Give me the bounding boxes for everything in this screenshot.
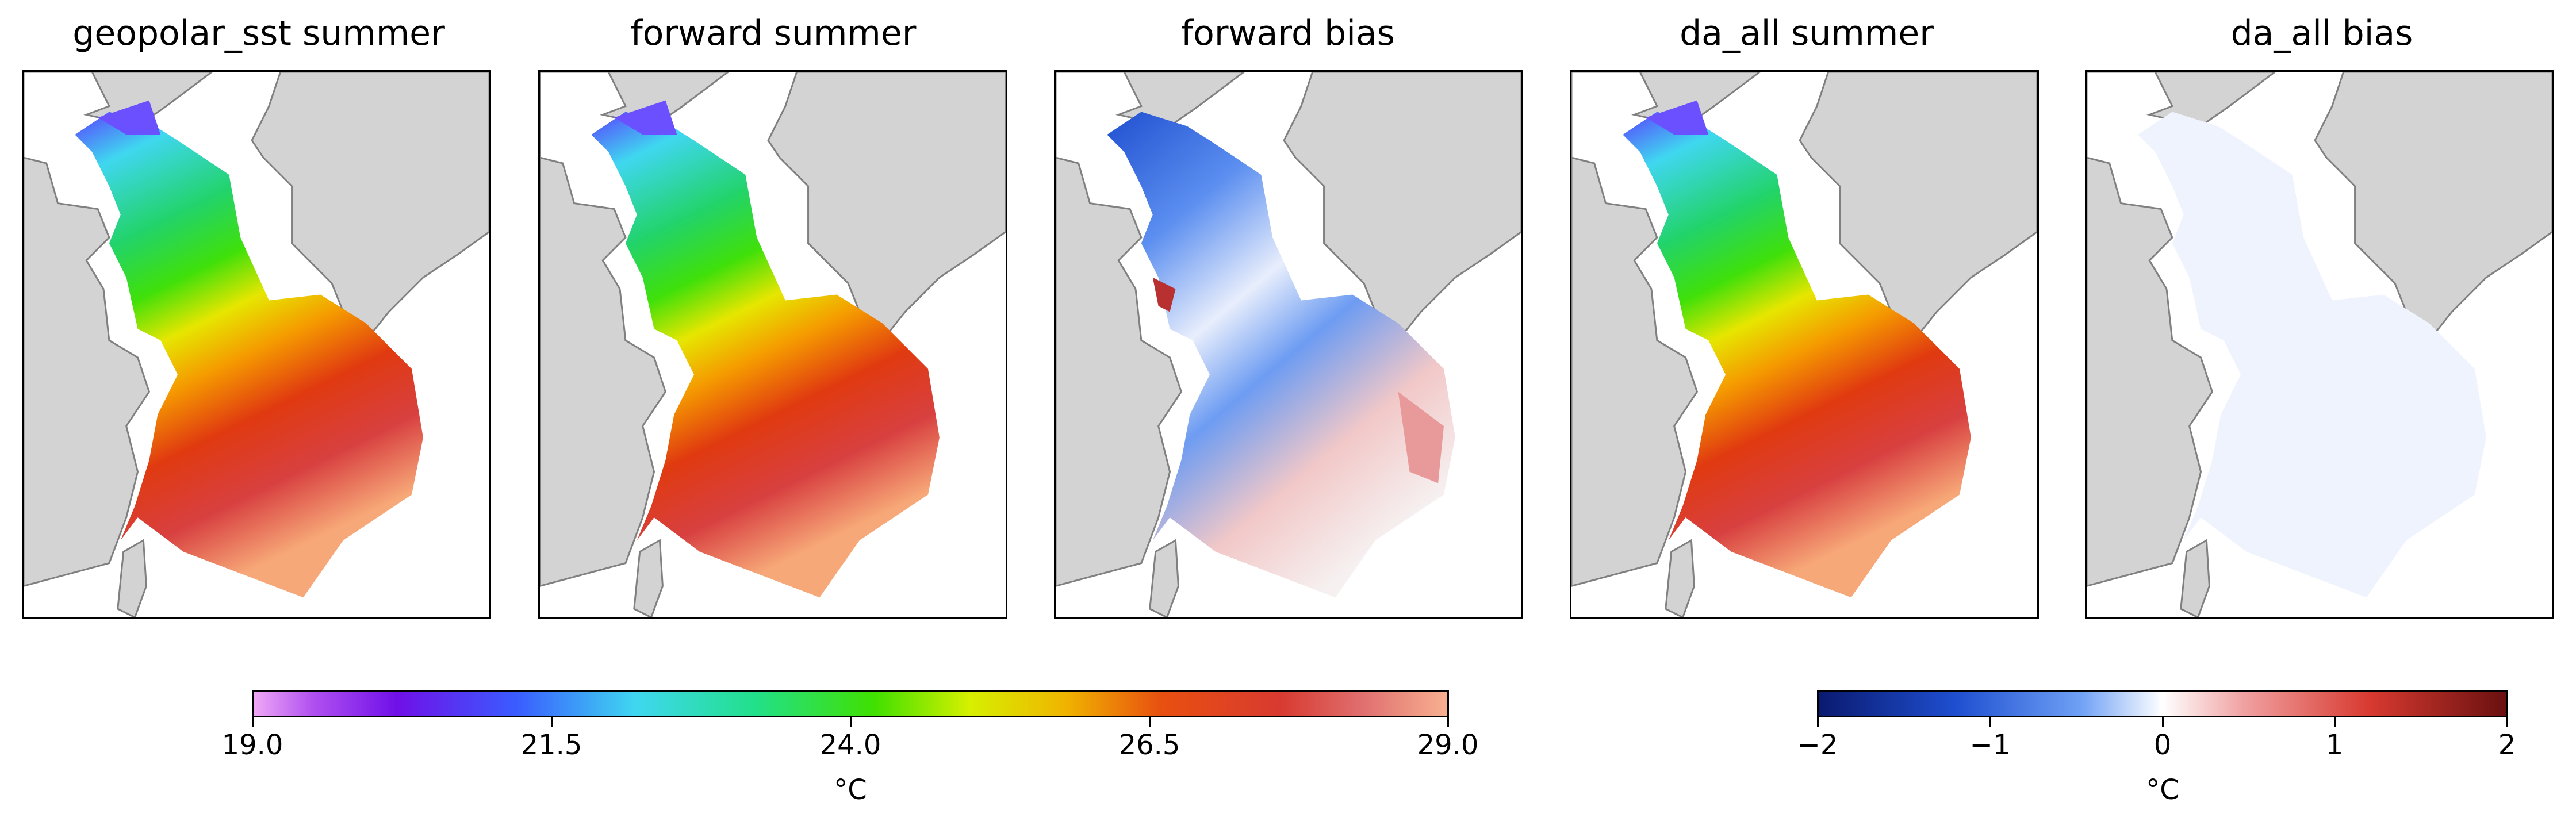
sst-tick-label: 29.0 [1417, 729, 1479, 761]
panel-title-4: da_all summer [1680, 13, 1934, 53]
panel-title-1: geopolar_sst summer [72, 13, 445, 53]
sst-colorbar-unit: °C [834, 774, 867, 806]
panel-title-2: forward summer [630, 13, 917, 53]
bias-colorbar-unit: °C [2146, 774, 2179, 806]
bohai-sea [98, 100, 161, 135]
map-panel-geopolar-sst [22, 70, 491, 619]
taiwan-land [117, 539, 147, 617]
map-forward-bias [1056, 72, 1521, 617]
sst-field [75, 112, 423, 598]
sst-tick [252, 717, 254, 727]
taiwan-land [2180, 539, 2210, 617]
sst-tick [551, 717, 553, 727]
korea-japan-land [1799, 72, 2037, 342]
korea-japan-land [251, 72, 489, 342]
panel-title-5: da_all bias [2230, 13, 2413, 53]
panel-title-3: forward bias [1181, 13, 1395, 53]
bias-tick [2334, 717, 2336, 727]
sst-tick-label: 24.0 [819, 729, 881, 761]
korea-japan-land [2314, 72, 2552, 342]
map-panel-da-all-bias [2085, 70, 2554, 619]
sst-field [591, 112, 940, 598]
sst-tick [850, 717, 852, 727]
sst-tick [1149, 717, 1151, 727]
bias-tick-label: 2 [2498, 729, 2516, 761]
bias-field [2138, 112, 2486, 598]
map-panel-da-all-summer [1570, 70, 2039, 619]
map-panel-forward-bias [1054, 70, 1523, 619]
bias-tick [1817, 717, 1819, 727]
bias-tick-label: 1 [2325, 729, 2344, 761]
bias-field [1107, 112, 1455, 598]
bias-tick [2162, 717, 2164, 727]
sst-field [1623, 112, 1971, 598]
bohai-sea [614, 100, 677, 135]
bohai-sea [1646, 100, 1709, 135]
bias-tick [2506, 717, 2508, 727]
sst-tick-label: 19.0 [221, 729, 283, 761]
bias-tick-label: −2 [1797, 729, 1838, 761]
korea-japan-land [1283, 72, 1521, 342]
taiwan-land [1665, 539, 1695, 617]
map-da-all-summer [1571, 72, 2037, 617]
sst-tick-label: 26.5 [1118, 729, 1180, 761]
bias-tick [1989, 717, 1991, 727]
taiwan-land [633, 539, 664, 617]
korea-japan-land [767, 72, 1006, 342]
map-geopolar-sst [24, 72, 489, 617]
taiwan-land [1149, 539, 1179, 617]
bias-colorbar [1817, 690, 2508, 717]
map-da-all-bias [2087, 72, 2552, 617]
sst-tick-label: 21.5 [520, 729, 582, 761]
bias-red-patch [1152, 277, 1176, 312]
sst-colorbar [252, 690, 1449, 717]
sst-tick [1447, 717, 1449, 727]
bias-tick-label: 0 [2153, 729, 2172, 761]
map-panel-forward-summer [538, 70, 1007, 619]
bias-tick-label: −1 [1969, 729, 2011, 761]
bias-red-patch [1398, 391, 1444, 483]
map-forward-summer [540, 72, 1006, 617]
